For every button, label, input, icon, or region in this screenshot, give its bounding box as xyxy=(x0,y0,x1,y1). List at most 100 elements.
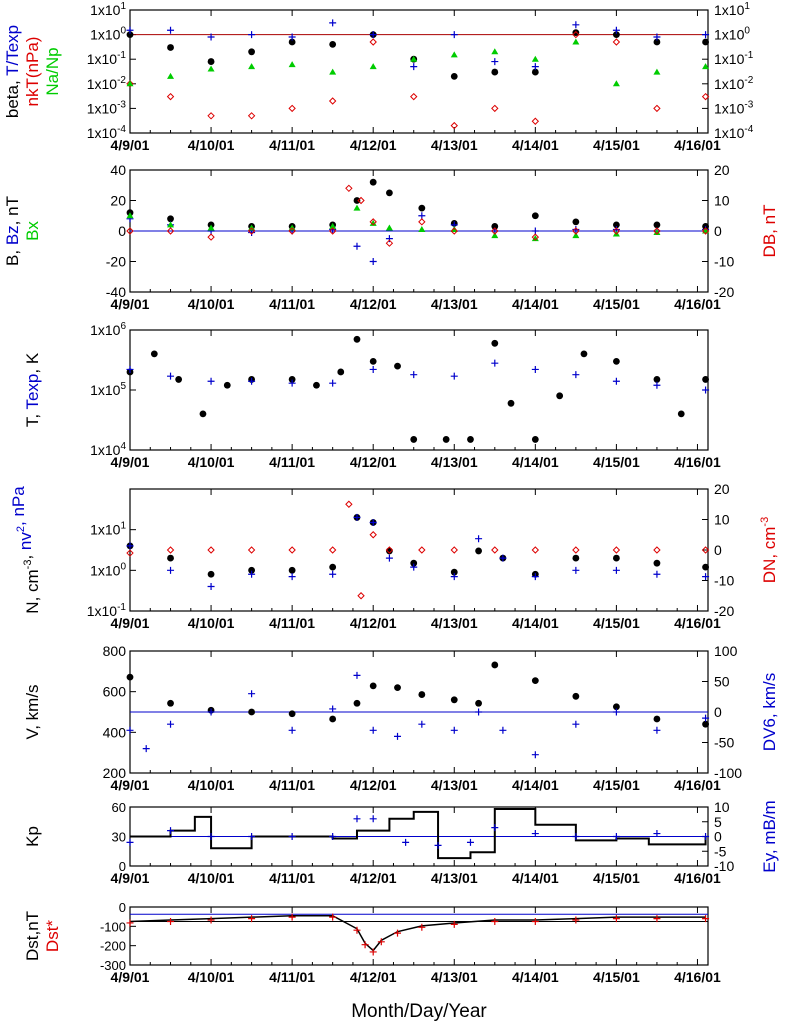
data-point xyxy=(288,546,296,554)
data-point xyxy=(207,546,215,554)
data-point xyxy=(701,92,710,101)
data-point xyxy=(653,376,661,383)
x-tick-label: 4/12/01 xyxy=(350,870,397,886)
data-point xyxy=(531,212,539,220)
data-point xyxy=(702,915,710,923)
data-point xyxy=(702,573,710,581)
data-point xyxy=(345,184,353,193)
data-point xyxy=(166,227,175,235)
data-point xyxy=(450,568,458,576)
x-tick-label: 4/9/01 xyxy=(111,969,150,985)
data-point xyxy=(248,915,256,923)
data-point xyxy=(612,833,620,840)
y-tick-label: 0 xyxy=(118,223,126,239)
data-point xyxy=(531,546,540,554)
data-point xyxy=(531,365,539,373)
data-point xyxy=(580,350,588,358)
series-kp-0 xyxy=(130,807,707,860)
y2-tick-label: -5 xyxy=(714,843,727,859)
y-tick-label: 60 xyxy=(112,800,126,815)
panel-temp: 4/9/01 4/10/01 4/11/01 4/12/01 4/13/01 4/14/0… xyxy=(90,321,721,470)
data-point xyxy=(442,436,450,443)
data-point xyxy=(329,379,337,387)
panel-density: 4/9/01 4/10/01 4/11/01 4/12/01 4/13/01 4/14/0… xyxy=(87,481,735,631)
data-point xyxy=(167,918,175,925)
y-tick-label: 1x100 xyxy=(90,561,126,578)
y-tick-label: 1x10-2 xyxy=(87,75,127,92)
data-point xyxy=(337,368,345,376)
series-density-2 xyxy=(126,500,710,600)
data-point xyxy=(531,235,539,242)
data-point xyxy=(491,661,499,669)
data-point xyxy=(701,227,710,235)
data-point xyxy=(450,31,458,39)
y2-tick-label: 10 xyxy=(714,193,730,209)
data-point xyxy=(377,938,385,946)
data-point xyxy=(207,377,215,385)
x-tick-label: 4/10/01 xyxy=(188,454,235,470)
data-point xyxy=(491,339,499,347)
y2-tick-label: 20 xyxy=(714,162,730,178)
x-tick-label: 4/15/01 xyxy=(593,454,640,470)
data-point xyxy=(572,833,580,840)
data-point xyxy=(167,221,175,228)
y-tick-label: 1x101 xyxy=(90,521,126,538)
data-point xyxy=(572,30,580,39)
plot-frame xyxy=(129,329,709,451)
data-point xyxy=(491,104,499,113)
data-point xyxy=(386,189,393,197)
x-tick-label: 4/13/01 xyxy=(431,137,478,153)
x-tick-label: 4/14/01 xyxy=(512,870,559,886)
data-point xyxy=(207,233,215,241)
series-dst-1 xyxy=(126,913,710,956)
series-temp-1 xyxy=(126,359,710,394)
y2-tick-label: 1x10-2 xyxy=(714,75,754,92)
y2-axis-label: DB, nT xyxy=(760,205,779,258)
y-axis-label-2: nkT(nPa) xyxy=(23,37,42,107)
data-point xyxy=(357,196,365,205)
data-point xyxy=(353,335,361,343)
data-point xyxy=(701,546,710,554)
data-point xyxy=(369,682,377,690)
x-tick-label: 4/12/01 xyxy=(350,777,397,793)
data-point xyxy=(418,204,426,212)
y2-tick-label: 50 xyxy=(714,674,730,690)
x-tick-label: 4/14/01 xyxy=(512,454,559,470)
data-point xyxy=(572,227,580,235)
x-tick-label: 4/14/01 xyxy=(512,777,559,793)
data-point xyxy=(166,546,175,554)
y-tick-label: 1x10-1 xyxy=(87,50,127,67)
data-point xyxy=(491,223,499,230)
data-point xyxy=(418,691,426,698)
data-point xyxy=(126,726,134,734)
x-tick-label: 4/9/01 xyxy=(111,296,150,312)
y-axis-label-3: Na/Np xyxy=(43,47,62,95)
data-point xyxy=(612,566,620,574)
data-point xyxy=(328,97,337,105)
data-point xyxy=(450,72,458,80)
data-point xyxy=(491,546,499,554)
x-tick-label: 4/12/01 xyxy=(350,137,397,153)
data-point xyxy=(450,227,458,235)
data-point xyxy=(288,573,296,581)
x-tick-label: 4/13/01 xyxy=(431,454,478,470)
data-point xyxy=(207,33,215,41)
y-tick-label: 20 xyxy=(110,193,126,209)
x-tick-label: 4/12/01 xyxy=(350,454,397,470)
data-point xyxy=(653,559,661,567)
data-point xyxy=(653,715,661,723)
data-point xyxy=(247,546,256,554)
y2-tick-label: 0 xyxy=(714,223,722,239)
data-point xyxy=(394,362,401,370)
y2-tick-label: -100 xyxy=(714,765,742,781)
data-point xyxy=(353,197,361,204)
data-point xyxy=(369,948,377,956)
data-point xyxy=(207,916,215,924)
data-point xyxy=(207,65,215,72)
data-point xyxy=(653,229,661,236)
x-tick-label: 4/14/01 xyxy=(512,615,559,631)
series-bfield-2 xyxy=(126,204,710,242)
data-point xyxy=(475,535,483,543)
data-point xyxy=(248,63,256,70)
x-tick-label: 4/16/01 xyxy=(674,870,721,886)
